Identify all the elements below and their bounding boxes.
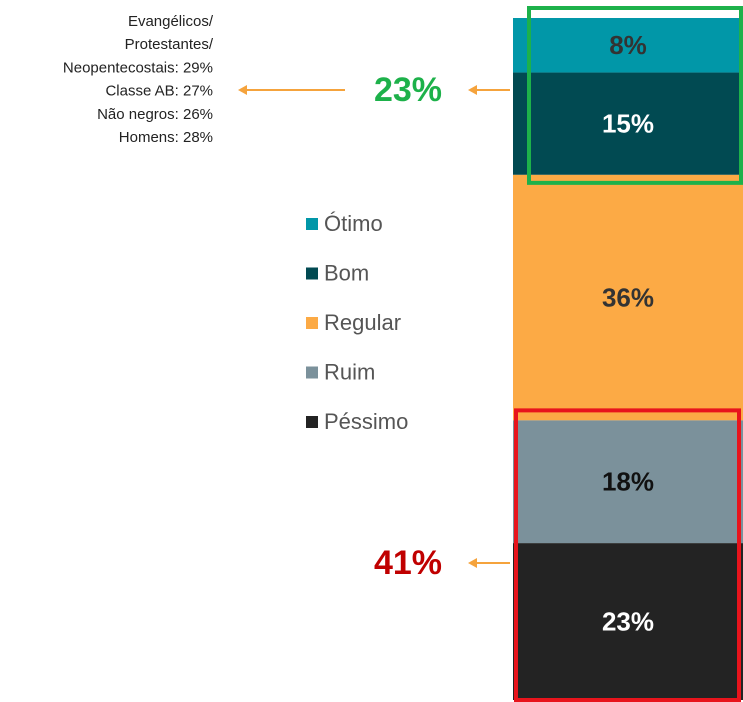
legend-swatch — [306, 267, 318, 280]
value-label: 8% — [609, 30, 647, 60]
arrow-head — [468, 558, 477, 568]
legend-swatch — [306, 416, 318, 428]
value-label: 36% — [602, 282, 654, 312]
note-line: Homens: 28% — [119, 129, 213, 146]
bar-segment — [513, 543, 743, 700]
arrow-head — [238, 85, 247, 95]
arrow-head — [468, 85, 477, 95]
legend-swatch — [306, 317, 318, 329]
legend-label: Ruim — [324, 359, 375, 384]
note-line: Evangélicos/ — [128, 13, 214, 30]
note-line: Classe AB: 27% — [105, 83, 213, 100]
value-label: 15% — [602, 109, 654, 139]
legend-label: Bom — [324, 260, 369, 285]
legend-swatch — [306, 218, 318, 230]
group-total: 41% — [374, 544, 442, 582]
bar-segment — [513, 18, 743, 73]
legend-swatch — [306, 366, 318, 379]
bar-segment — [513, 420, 743, 544]
legend-label: Ótimo — [324, 211, 383, 236]
note-line: Neopentecostais: 29% — [63, 59, 213, 76]
group-total: 23% — [374, 71, 442, 109]
note-line: Protestantes/ — [125, 36, 214, 53]
highlight-box — [514, 408, 741, 702]
highlight-box — [527, 6, 743, 185]
bar-segment — [513, 72, 743, 175]
bar-segment — [513, 174, 743, 421]
note-line: Não negros: 26% — [97, 106, 213, 123]
value-label: 23% — [602, 606, 654, 636]
legend-label: Regular — [324, 310, 401, 335]
legend-label: Péssimo — [324, 409, 408, 434]
value-label: 18% — [602, 467, 654, 497]
